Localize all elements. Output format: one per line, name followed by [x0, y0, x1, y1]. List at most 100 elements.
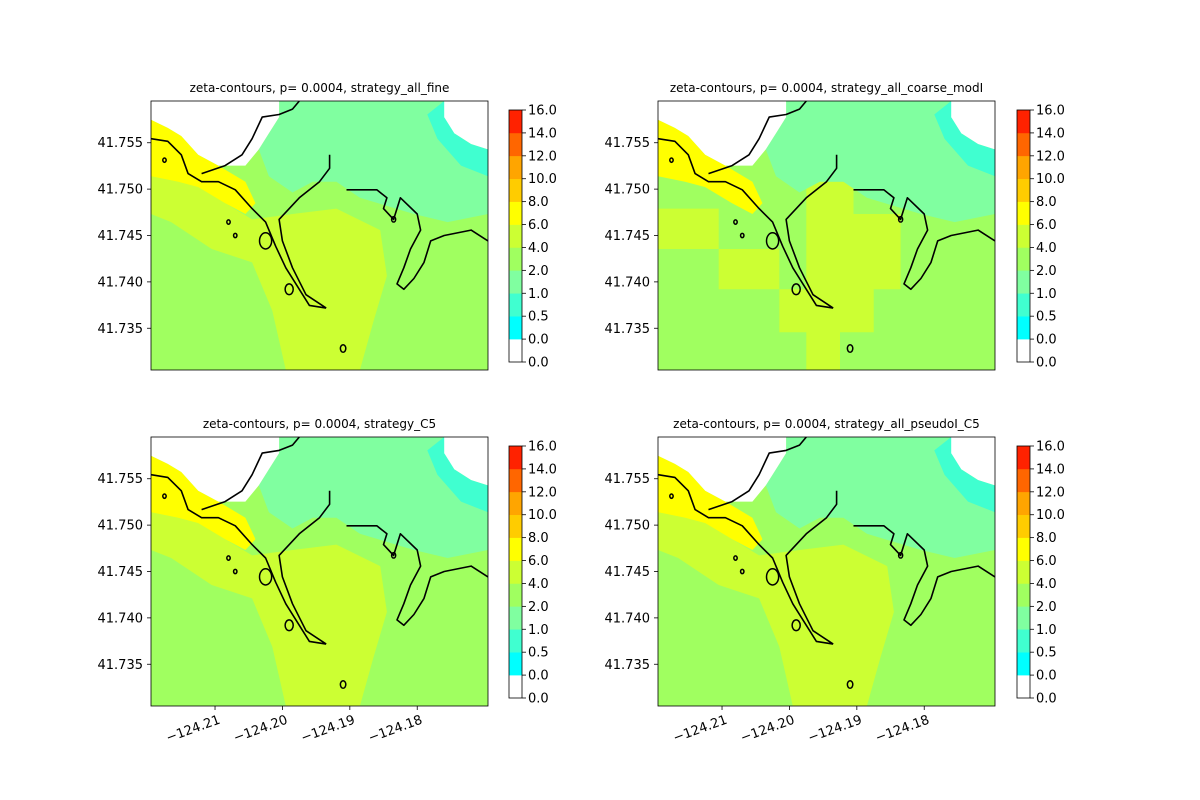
region-dry-land-ne — [951, 437, 995, 486]
colorbar-segment — [1017, 155, 1030, 180]
field-1 — [151, 101, 488, 370]
region-level-6 — [658, 181, 901, 370]
colorbar-tick-label: 0.5 — [1036, 310, 1057, 325]
colorbar-tick-label: 4.0 — [1036, 577, 1057, 592]
panel-title: zeta-contours, p= 0.0004, strategy_C5 — [203, 417, 436, 431]
field-3 — [151, 437, 488, 706]
colorbar-tick-label: 8.0 — [1036, 195, 1057, 210]
x-tick-label: −124.20 — [232, 713, 290, 746]
x-tick-label: −124.19 — [806, 713, 864, 746]
colorbar-segment — [1017, 293, 1030, 317]
colorbar-1: 0.0 0.0 0.5 1.0 2.0 4.0 6.0 8.0 10.0 12.0 14.0 16.0 — [508, 104, 557, 371]
x-tick-label: −124.21 — [671, 713, 729, 746]
colorbar-segment — [1017, 178, 1030, 202]
colorbar-frame — [508, 109, 523, 363]
colorbar-segment — [1017, 652, 1030, 676]
colorbar-tick-label: 12.0 — [528, 149, 557, 164]
colorbar-tick-label: 10.0 — [528, 508, 557, 523]
y-tick-label: 41.750 — [605, 519, 651, 534]
island-contour — [226, 219, 231, 225]
colorbar-4: 0.0 0.0 0.5 1.0 2.0 4.0 6.0 8.0 10.0 12.0 14.0 16.0 — [1016, 440, 1065, 707]
island-contour — [339, 343, 347, 353]
colorbar-tick-label: 4.0 — [528, 241, 549, 256]
island-contour — [232, 232, 238, 239]
y-tick-label: 41.755 — [605, 472, 651, 487]
island-contour — [791, 283, 801, 296]
region-level-8 — [658, 119, 763, 214]
colorbar-tick-label: 16.0 — [1036, 104, 1065, 119]
island-contour — [232, 568, 238, 575]
region-level-1 — [934, 101, 995, 177]
island-contour — [846, 679, 854, 689]
region-level-2 — [258, 437, 488, 558]
colorbar-segment — [1017, 629, 1030, 653]
colorbar-2: 0.0 0.0 0.5 1.0 2.0 4.0 6.0 8.0 10.0 12.0 14.0 16.0 — [1016, 104, 1065, 371]
colorbar-segment — [1017, 201, 1030, 225]
region-level-1 — [934, 437, 995, 513]
colorbar-segment — [1017, 316, 1030, 340]
island-contour — [739, 232, 745, 239]
colorbar-tick-label: 0.5 — [528, 646, 549, 661]
colorbar-segment — [509, 247, 522, 271]
colorbar-segment — [509, 316, 522, 340]
island-contour — [339, 679, 347, 689]
island-contour — [846, 343, 854, 353]
colorbar-tick-label: 0.0 — [528, 333, 549, 348]
colorbar-segment — [1017, 468, 1030, 493]
region-level-1 — [427, 437, 488, 513]
colorbar-segment — [509, 560, 522, 584]
island-contour — [284, 283, 294, 296]
island-contour — [258, 568, 273, 586]
colorbar-tick-label: 1.0 — [1036, 287, 1057, 302]
y-tick-label: 41.745 — [605, 229, 651, 244]
region-level-8 — [151, 455, 256, 550]
colorbar-tick-label: 1.0 — [1036, 623, 1057, 638]
island-contour — [390, 215, 397, 223]
island-contour — [733, 555, 738, 561]
y-tick-label: 41.740 — [98, 275, 144, 290]
x-tick-label: −124.18 — [873, 713, 931, 746]
island-contour — [162, 493, 167, 500]
island-contour — [390, 551, 397, 559]
colorbar-tick-label: 16.0 — [528, 440, 557, 455]
island-contour — [669, 493, 674, 500]
colorbar-tick-label: 0.0 — [528, 669, 549, 684]
region-dry-land-ne — [444, 101, 488, 150]
colorbar-tick-label: 2.0 — [1036, 600, 1057, 615]
island-contour — [791, 619, 801, 632]
colorbar-tick-label: 0.0 — [1036, 692, 1057, 707]
y-tick-label: 41.755 — [98, 472, 144, 487]
colorbar-tick-label: 14.0 — [528, 126, 557, 141]
colorbar-tick-label: 12.0 — [528, 485, 557, 500]
colorbar-tick-label: 6.0 — [528, 218, 549, 233]
panel-4: zeta-contours, p= 0.0004, strategy_all_p… — [605, 417, 1065, 746]
colorbar-segment — [509, 606, 522, 630]
region-dry-land — [151, 101, 280, 166]
colorbar-segment — [509, 491, 522, 516]
region-level-8 — [151, 119, 256, 214]
region-dry-land-ne — [444, 437, 488, 486]
coastline-contour — [658, 101, 995, 309]
y-tick-label: 41.740 — [605, 611, 651, 626]
colorbar-tick-label: 10.0 — [528, 172, 557, 187]
coastline-contour — [151, 101, 488, 309]
colorbar-segment — [509, 537, 522, 561]
y-tick-label: 41.750 — [98, 183, 144, 198]
y-tick-label: 41.745 — [98, 565, 144, 580]
field-4 — [658, 437, 995, 706]
colorbar-segment — [509, 293, 522, 317]
colorbar-segment — [509, 201, 522, 225]
colorbar-segment — [509, 178, 522, 202]
colorbar-segment — [1017, 339, 1030, 363]
colorbar-tick-label: 6.0 — [1036, 218, 1057, 233]
colorbar-tick-label: 2.0 — [528, 264, 549, 279]
panel-title: zeta-contours, p= 0.0004, strategy_all_p… — [673, 417, 980, 431]
colorbar-tick-label: 16.0 — [1036, 440, 1065, 455]
y-tick-label: 41.750 — [605, 183, 651, 198]
colorbar-tick-label: 6.0 — [528, 554, 549, 569]
island-contour — [739, 568, 745, 575]
panel-title: zeta-contours, p= 0.0004, strategy_all_c… — [670, 81, 983, 95]
colorbar-tick-label: 0.0 — [528, 356, 549, 371]
colorbar-segment — [1017, 537, 1030, 561]
